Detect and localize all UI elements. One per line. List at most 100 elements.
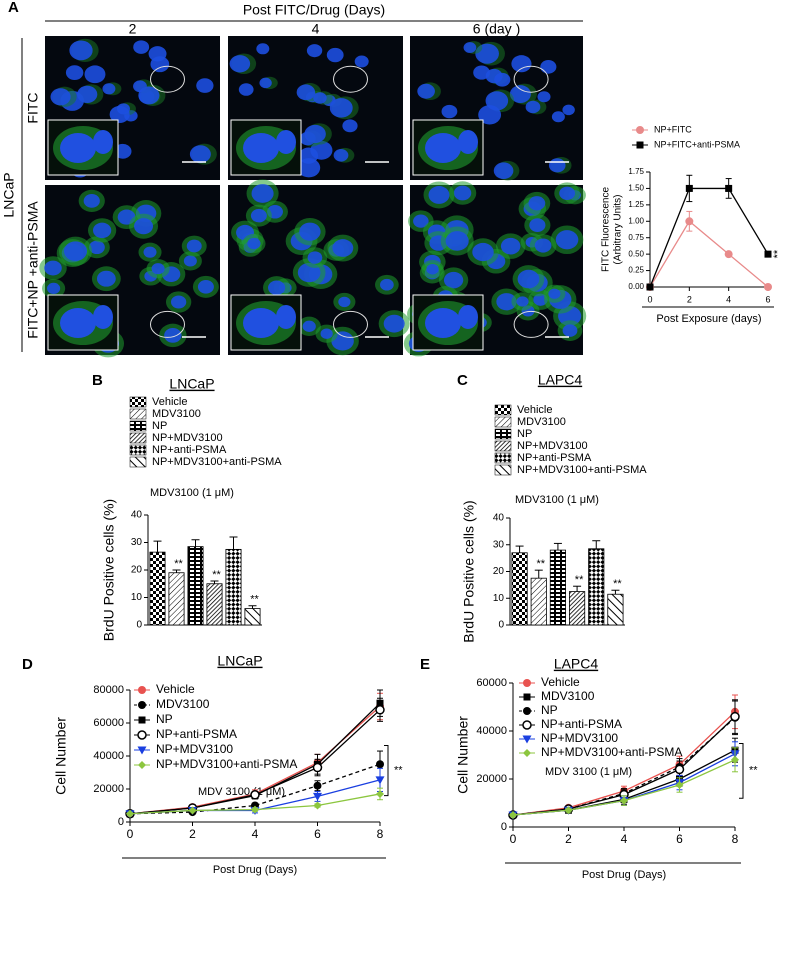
y-tick-label: 0 <box>136 620 142 631</box>
nucleus <box>562 104 575 116</box>
x-tick-label: 6 <box>765 294 770 304</box>
nucleus <box>306 44 323 58</box>
x-tick-label: 0 <box>647 294 652 304</box>
nucleus <box>138 86 160 105</box>
inset-nucleus <box>60 308 96 338</box>
legend-marker <box>138 761 146 769</box>
legend-swatch <box>494 416 512 428</box>
legend-marker <box>138 716 146 724</box>
x-tick-label: 4 <box>726 294 731 304</box>
nucleus <box>250 208 267 223</box>
nucleus <box>329 98 353 118</box>
marker <box>764 250 772 258</box>
nucleus <box>197 280 214 294</box>
legend-label: NP <box>517 428 532 440</box>
y-tick-label: 20000 <box>93 783 124 795</box>
y-axis-label: FITC Fluorescence <box>601 187 612 272</box>
inset-nucleus <box>243 308 279 338</box>
y-axis-label: BrdU Positive cells (%) <box>461 500 477 642</box>
nucleus <box>426 263 439 275</box>
legend-marker <box>138 686 146 694</box>
significance: ** <box>394 764 403 776</box>
y-tick-label: 80000 <box>93 684 124 696</box>
nucleus <box>302 320 316 332</box>
nucleus <box>88 240 105 255</box>
marker <box>646 283 654 291</box>
nucleus <box>134 218 154 235</box>
marker <box>313 781 322 790</box>
significance: ** <box>212 569 221 581</box>
inset-nucleus <box>60 133 96 163</box>
nucleus <box>189 145 211 164</box>
significance: ** <box>772 249 784 258</box>
chart-title: LAPC4 <box>554 656 599 672</box>
roi-outline <box>513 310 549 338</box>
marker <box>376 760 384 769</box>
nucleus <box>338 296 351 308</box>
significance-bracket <box>739 742 744 799</box>
column-label: 6 (day ) <box>473 21 520 37</box>
nucleus <box>46 282 61 295</box>
nucleus <box>428 186 450 204</box>
nucleus <box>525 100 541 114</box>
significance-bracket <box>384 744 389 797</box>
chart-note: MDV3100 (1 μM) <box>150 487 234 499</box>
legend-swatch <box>494 440 512 452</box>
marker <box>126 809 134 818</box>
nucleus <box>196 78 214 93</box>
nucleus <box>77 85 98 103</box>
nucleus <box>84 65 106 84</box>
legend-marker <box>523 679 531 687</box>
nucleus <box>555 230 579 250</box>
nucleus <box>445 231 469 251</box>
nucleus <box>413 214 429 228</box>
chart-title: LNCaP <box>169 376 214 392</box>
legend-swatch <box>494 464 512 476</box>
marker <box>564 806 573 815</box>
legend-label: NP+anti-PSMA <box>152 444 227 456</box>
nucleus <box>92 222 112 239</box>
chart-note: MDV 3100 (1 μM) <box>545 766 632 778</box>
marker <box>313 792 322 801</box>
marker <box>251 805 259 814</box>
significance: ** <box>174 558 183 570</box>
legend-label: NP+anti-PSMA <box>156 727 237 741</box>
bar <box>149 551 166 626</box>
y-tick-label: 1.75 <box>628 167 644 176</box>
row-label: FITC+NP +anti-PSMA <box>25 201 41 339</box>
legend-label: NP+FITC <box>654 124 692 134</box>
nucleus <box>313 92 327 104</box>
legend-swatch <box>129 444 147 456</box>
inset-nucleus <box>458 130 478 154</box>
nucleus <box>307 251 323 264</box>
marker <box>375 705 385 715</box>
nucleus <box>256 43 270 55</box>
nucleus <box>473 65 490 80</box>
nucleus <box>83 193 100 208</box>
x-tick-label: 4 <box>621 832 628 846</box>
marker <box>764 283 772 291</box>
panel-letter: B <box>92 372 103 389</box>
panel-letter: D <box>22 656 33 673</box>
marker <box>188 806 197 815</box>
marker <box>509 811 517 819</box>
nucleus <box>44 260 62 276</box>
cell-line-label: LNCaP <box>1 172 17 217</box>
legend-label: NP <box>152 420 167 432</box>
legend-swatch <box>494 428 512 440</box>
inset-nucleus <box>276 130 296 154</box>
nucleus <box>238 83 254 96</box>
legend-marker <box>523 749 531 757</box>
legend-label: NP <box>541 703 558 717</box>
significance: ** <box>575 574 584 586</box>
marker <box>313 801 322 810</box>
nucleus <box>259 77 272 89</box>
nucleus <box>540 59 557 74</box>
roi-outline <box>333 65 368 93</box>
inset-nucleus <box>458 305 478 329</box>
legend-label: Vehicle <box>541 675 580 689</box>
nucleus <box>453 185 472 201</box>
y-tick-label: 0 <box>498 620 504 631</box>
bar <box>607 593 624 626</box>
